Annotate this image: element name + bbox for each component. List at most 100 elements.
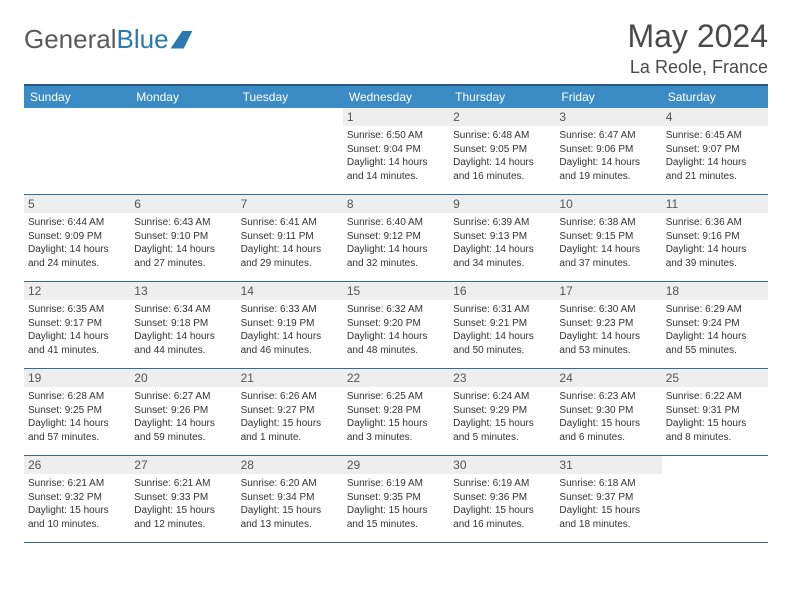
weeks-container: ...1Sunrise: 6:50 AMSunset: 9:04 PMDayli… — [24, 108, 768, 543]
day-number: 30 — [449, 456, 555, 474]
day-info: Sunrise: 6:22 AMSunset: 9:31 PMDaylight:… — [666, 390, 764, 444]
calendar-cell: 18 Sunrise: 6:29 AMSunset: 9:24 PMDayligh… — [662, 282, 768, 368]
day-number: 18 — [662, 282, 768, 300]
dayhead-tue: Tuesday — [237, 86, 343, 108]
day-info: Sunrise: 6:21 AMSunset: 9:32 PMDaylight:… — [28, 477, 126, 531]
logo-mark-icon — [171, 31, 193, 49]
day-number: 10 — [555, 195, 661, 213]
dayhead-mon: Monday — [130, 86, 236, 108]
dayhead-sun: Sunday — [24, 86, 130, 108]
calendar-cell: 29Sunrise: 6:19 AMSunset: 9:35 PMDayligh… — [343, 456, 449, 542]
page-header: GeneralBlue May 2024 La Reole, France — [24, 18, 768, 78]
day-number: 26 — [24, 456, 130, 474]
calendar-cell: 16Sunrise: 6:31 AMSunset: 9:21 PMDayligh… — [449, 282, 555, 368]
day-number: 8 — [343, 195, 449, 213]
day-info: Sunrise: 6:40 AMSunset: 9:12 PMDaylight:… — [347, 216, 445, 270]
calendar-cell: 1 Sunrise: 6:50 AMSunset: 9:04 PMDaylight… — [343, 108, 449, 194]
day-info: Sunrise: 6:28 AMSunset: 9:25 PMDaylight:… — [28, 390, 126, 444]
calendar-cell: 11Sunrise: 6:36 AMSunset: 9:16 PMDayligh… — [662, 195, 768, 281]
day-info: Sunrise: 6:32 AMSunset: 9:20 PMDaylight:… — [347, 303, 445, 357]
calendar: Sunday Monday Tuesday Wednesday Thursday… — [24, 84, 768, 543]
calendar-cell: 26 Sunrise: 6:21 AMSunset: 9:32 PMDayligh… — [24, 456, 130, 542]
calendar-week: 26 Sunrise: 6:21 AMSunset: 9:32 PMDayligh… — [24, 456, 768, 543]
day-number: 1 — [343, 108, 449, 126]
brand-name-b: Blue — [117, 24, 169, 55]
calendar-cell: 17Sunrise: 6:30 AMSunset: 9:23 PMDayligh… — [555, 282, 661, 368]
day-number: 20 — [130, 369, 236, 387]
day-number: 12 — [24, 282, 130, 300]
day-number: 14 — [237, 282, 343, 300]
day-number: 19 — [24, 369, 130, 387]
calendar-week: 12 Sunrise: 6:35 AMSunset: 9:17 PMDayligh… — [24, 282, 768, 369]
dayhead-fri: Friday — [555, 86, 661, 108]
dayhead-wed: Wednesday — [343, 86, 449, 108]
day-info: Sunrise: 6:19 AMSunset: 9:35 PMDaylight:… — [347, 477, 445, 531]
day-number: 28 — [237, 456, 343, 474]
day-number: 31 — [555, 456, 661, 474]
day-number: 13 — [130, 282, 236, 300]
day-number: 2 — [449, 108, 555, 126]
calendar-cell: 6Sunrise: 6:43 AMSunset: 9:10 PMDaylight… — [130, 195, 236, 281]
day-info: Sunrise: 6:45 AMSunset: 9:07 PMDaylight:… — [666, 129, 764, 183]
calendar-cell: 31 Sunrise: 6:18 AMSunset: 9:37 PMDayligh… — [555, 456, 661, 542]
calendar-cell: 12 Sunrise: 6:35 AMSunset: 9:17 PMDayligh… — [24, 282, 130, 368]
calendar-cell: . — [130, 108, 236, 194]
day-info: Sunrise: 6:36 AMSunset: 9:16 PMDaylight:… — [666, 216, 764, 270]
calendar-cell: 3Sunrise: 6:47 AMSunset: 9:06 PMDaylight… — [555, 108, 661, 194]
calendar-cell: 21 Sunrise: 6:26 AMSunset: 9:27 PMDayligh… — [237, 369, 343, 455]
day-info: Sunrise: 6:18 AMSunset: 9:37 PMDaylight:… — [559, 477, 657, 531]
calendar-cell: 10Sunrise: 6:38 AMSunset: 9:15 PMDayligh… — [555, 195, 661, 281]
day-info: Sunrise: 6:29 AMSunset: 9:24 PMDaylight:… — [666, 303, 764, 357]
day-info: Sunrise: 6:34 AMSunset: 9:18 PMDaylight:… — [134, 303, 232, 357]
title-block: May 2024 La Reole, France — [627, 18, 768, 78]
calendar-cell: 14 Sunrise: 6:33 AMSunset: 9:19 PMDayligh… — [237, 282, 343, 368]
day-info: Sunrise: 6:33 AMSunset: 9:19 PMDaylight:… — [241, 303, 339, 357]
day-number: 15 — [343, 282, 449, 300]
calendar-cell: 23 Sunrise: 6:24 AMSunset: 9:29 PMDayligh… — [449, 369, 555, 455]
day-number: 24 — [555, 369, 661, 387]
day-number: 9 — [449, 195, 555, 213]
location-label: La Reole, France — [627, 57, 768, 78]
calendar-cell: 13 Sunrise: 6:34 AMSunset: 9:18 PMDayligh… — [130, 282, 236, 368]
day-number: 4 — [662, 108, 768, 126]
day-info: Sunrise: 6:19 AMSunset: 9:36 PMDaylight:… — [453, 477, 551, 531]
calendar-cell: 2Sunrise: 6:48 AMSunset: 9:05 PMDaylight… — [449, 108, 555, 194]
calendar-week: ...1Sunrise: 6:50 AMSunset: 9:04 PMDayli… — [24, 108, 768, 195]
calendar-cell: . — [24, 108, 130, 194]
calendar-cell: 27 Sunrise: 6:21 AMSunset: 9:33 PMDayligh… — [130, 456, 236, 542]
day-header-row: Sunday Monday Tuesday Wednesday Thursday… — [24, 86, 768, 108]
calendar-cell: 20Sunrise: 6:27 AMSunset: 9:26 PMDayligh… — [130, 369, 236, 455]
day-info: Sunrise: 6:23 AMSunset: 9:30 PMDaylight:… — [559, 390, 657, 444]
day-number: 16 — [449, 282, 555, 300]
day-number: 7 — [237, 195, 343, 213]
day-number: 17 — [555, 282, 661, 300]
day-info: Sunrise: 6:41 AMSunset: 9:11 PMDaylight:… — [241, 216, 339, 270]
brand-logo: GeneralBlue — [24, 18, 193, 55]
day-number: 27 — [130, 456, 236, 474]
day-info: Sunrise: 6:20 AMSunset: 9:34 PMDaylight:… — [241, 477, 339, 531]
calendar-cell: 7 Sunrise: 6:41 AMSunset: 9:11 PMDaylight… — [237, 195, 343, 281]
calendar-cell: 5Sunrise: 6:44 AMSunset: 9:09 PMDaylight… — [24, 195, 130, 281]
day-info: Sunrise: 6:25 AMSunset: 9:28 PMDaylight:… — [347, 390, 445, 444]
day-info: Sunrise: 6:50 AMSunset: 9:04 PMDaylight:… — [347, 129, 445, 183]
calendar-week: 5Sunrise: 6:44 AMSunset: 9:09 PMDaylight… — [24, 195, 768, 282]
calendar-cell: 22 Sunrise: 6:25 AMSunset: 9:28 PMDayligh… — [343, 369, 449, 455]
dayhead-sat: Saturday — [662, 86, 768, 108]
day-info: Sunrise: 6:24 AMSunset: 9:29 PMDaylight:… — [453, 390, 551, 444]
calendar-cell: 25Sunrise: 6:22 AMSunset: 9:31 PMDayligh… — [662, 369, 768, 455]
month-title: May 2024 — [627, 18, 768, 55]
day-number: 21 — [237, 369, 343, 387]
day-number: 23 — [449, 369, 555, 387]
day-info: Sunrise: 6:35 AMSunset: 9:17 PMDaylight:… — [28, 303, 126, 357]
day-info: Sunrise: 6:43 AMSunset: 9:10 PMDaylight:… — [134, 216, 232, 270]
calendar-page: GeneralBlue May 2024 La Reole, France Su… — [0, 0, 792, 543]
calendar-week: 19 Sunrise: 6:28 AMSunset: 9:25 PMDayligh… — [24, 369, 768, 456]
day-info: Sunrise: 6:39 AMSunset: 9:13 PMDaylight:… — [453, 216, 551, 270]
day-info: Sunrise: 6:26 AMSunset: 9:27 PMDaylight:… — [241, 390, 339, 444]
day-info: Sunrise: 6:44 AMSunset: 9:09 PMDaylight:… — [28, 216, 126, 270]
calendar-cell: 24 Sunrise: 6:23 AMSunset: 9:30 PMDayligh… — [555, 369, 661, 455]
calendar-cell: 28 Sunrise: 6:20 AMSunset: 9:34 PMDayligh… — [237, 456, 343, 542]
day-info: Sunrise: 6:21 AMSunset: 9:33 PMDaylight:… — [134, 477, 232, 531]
calendar-cell: 30 Sunrise: 6:19 AMSunset: 9:36 PMDayligh… — [449, 456, 555, 542]
day-number: 22 — [343, 369, 449, 387]
